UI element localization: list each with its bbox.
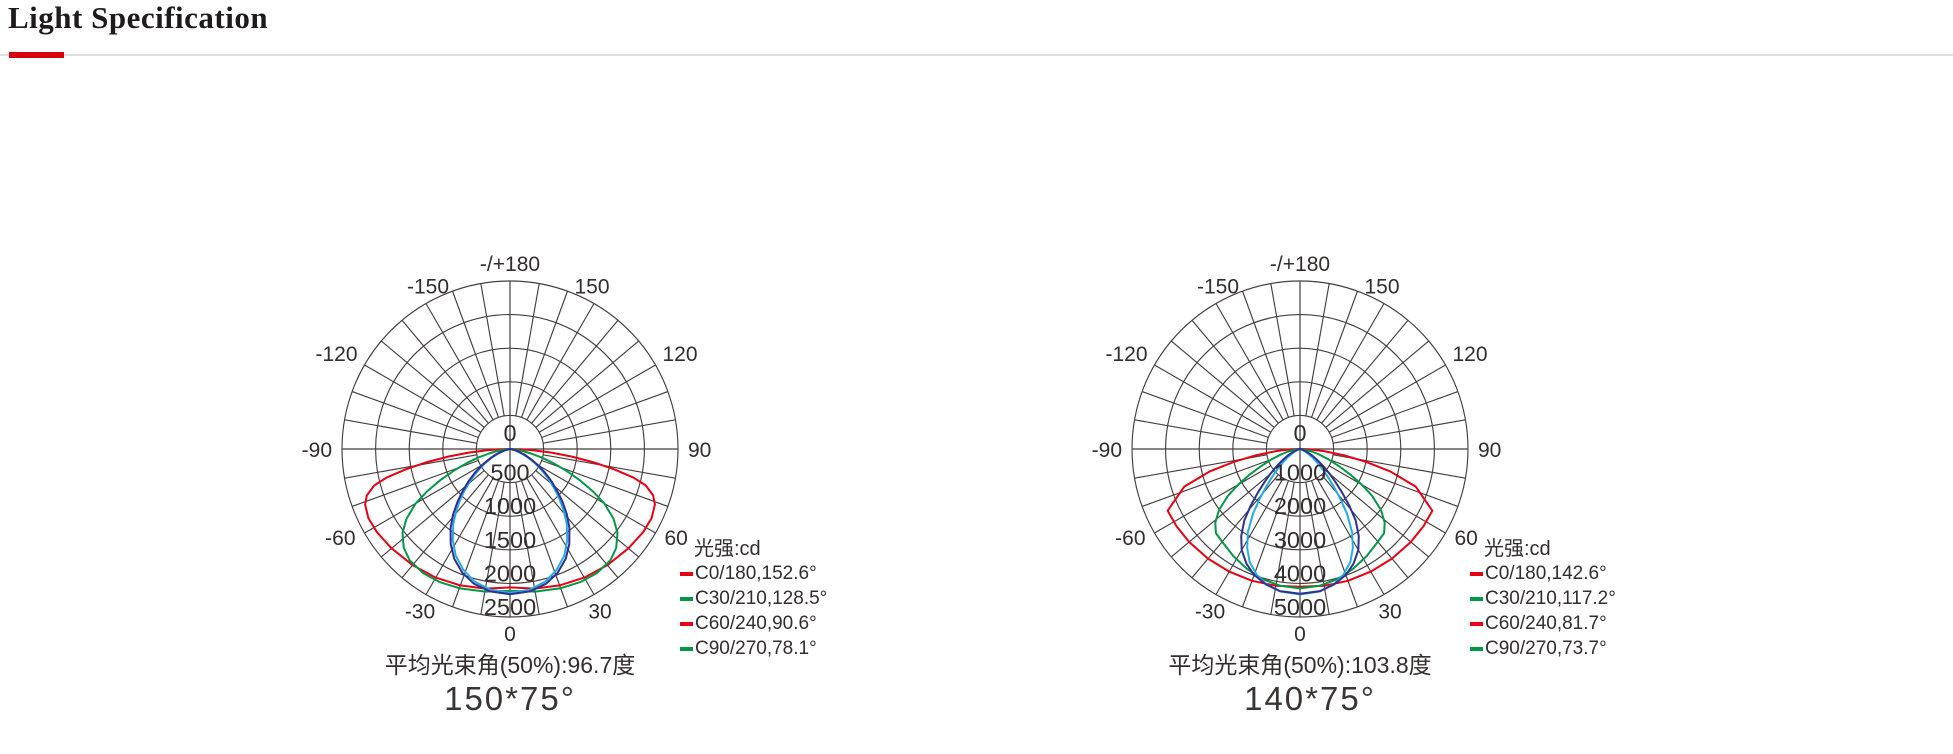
svg-text:60: 60 [664,527,687,550]
legend-item: C90/270,78.1° [680,636,920,661]
legend-item: C90/270,73.7° [1470,636,1710,661]
svg-text:30: 30 [1378,600,1401,623]
svg-text:-60: -60 [325,527,355,550]
beam-angle-text-1: 平均光束角(50%):96.7度 [384,652,636,678]
legend-swatch [1470,621,1483,626]
svg-text:0: 0 [503,420,516,446]
legend-label: C0/180,142.6° [1485,562,1607,584]
svg-text:2000: 2000 [1274,493,1326,519]
legend-swatch [1470,571,1483,576]
svg-text:120: 120 [662,343,697,366]
svg-text:30: 30 [588,600,611,623]
svg-text:1500: 1500 [484,527,536,553]
svg-text:0: 0 [1294,623,1306,646]
svg-text:120: 120 [1452,343,1487,366]
svg-text:-90: -90 [302,439,332,462]
legend-label: C90/270,78.1° [695,637,817,659]
legend-item: C0/180,152.6° [680,561,920,586]
unit-label: 光强:cd [1484,538,1551,560]
svg-text:-150: -150 [1197,276,1239,299]
svg-text:-120: -120 [1105,343,1147,366]
legend-swatch [680,571,693,576]
legend-label: C30/210,117.2° [1485,587,1616,609]
legend-label: C30/210,128.5° [695,587,828,609]
svg-text:-/+180: -/+180 [1270,253,1330,276]
svg-text:2000: 2000 [484,560,536,586]
svg-text:90: 90 [688,439,711,462]
legend-item: C30/210,128.5° [680,586,920,611]
curve-c30-210 [1214,448,1386,590]
svg-text:60: 60 [1454,527,1477,550]
svg-text:3000: 3000 [1274,527,1326,553]
unit-label: 光强:cd [694,538,761,560]
curve-c60-240 [1240,448,1360,595]
legend-chart-1: 光强:cd C0/180,152.6° C30/210,128.5° C60/2… [680,537,920,661]
svg-text:500: 500 [490,460,529,486]
legend-label: C60/240,81.7° [1485,612,1607,634]
svg-text:-120: -120 [315,343,357,366]
legend-item: C0/180,142.6° [1470,561,1710,586]
legend-item: C60/240,90.6° [680,611,920,636]
curve-c0-180 [1166,448,1434,588]
svg-text:-30: -30 [405,600,435,623]
svg-text:-150: -150 [407,276,449,299]
svg-text:90: 90 [1478,439,1501,462]
svg-text:0: 0 [504,623,516,646]
legend-label: C0/180,152.6° [695,562,817,584]
legend-label: C60/240,90.6° [695,612,817,634]
curve-c60-240 [449,448,571,596]
legend-swatch [1470,646,1483,651]
svg-text:150: 150 [574,276,609,299]
svg-text:4000: 4000 [1274,560,1326,586]
divider-line [0,54,1953,56]
svg-text:1000: 1000 [484,493,536,519]
legend-swatch [680,596,693,601]
polar-chart-2: 0 1000 2000 3000 4000 5000 -/+180 -150 150 -120 12… [1092,253,1502,646]
chart-caption-1: 150*75° [444,680,576,717]
svg-text:1000: 1000 [1274,460,1326,486]
svg-text:5000: 5000 [1274,594,1326,620]
legend-swatch [680,646,693,651]
legend-swatch [1470,596,1483,601]
svg-text:150: 150 [1364,276,1399,299]
beam-angle-text-2: 平均光束角(50%):103.8度 [1168,652,1432,678]
svg-text:-/+180: -/+180 [480,253,540,276]
chart-caption-2: 140*75° [1244,680,1376,717]
svg-text:-30: -30 [1195,600,1225,623]
accent-bar [9,52,64,58]
svg-text:2500: 2500 [484,594,536,620]
curve-c30-210 [401,448,619,593]
legend-chart-2: 光强:cd C0/180,142.6° C30/210,117.2° C60/2… [1470,537,1710,661]
legend-label: C90/270,73.7° [1485,637,1607,659]
legend-item: C30/210,117.2° [1470,586,1710,611]
legend-swatch [680,621,693,626]
svg-text:0: 0 [1293,420,1306,446]
svg-text:-90: -90 [1092,439,1122,462]
curve-c0-180 [364,448,656,590]
svg-text:-60: -60 [1115,527,1145,550]
legend-item: C60/240,81.7° [1470,611,1710,636]
polar-chart-1: 0 500 1000 1500 2000 2500 -/+180 -150 150 -120 120… [302,253,712,646]
page-title: Light Specification [8,0,269,35]
